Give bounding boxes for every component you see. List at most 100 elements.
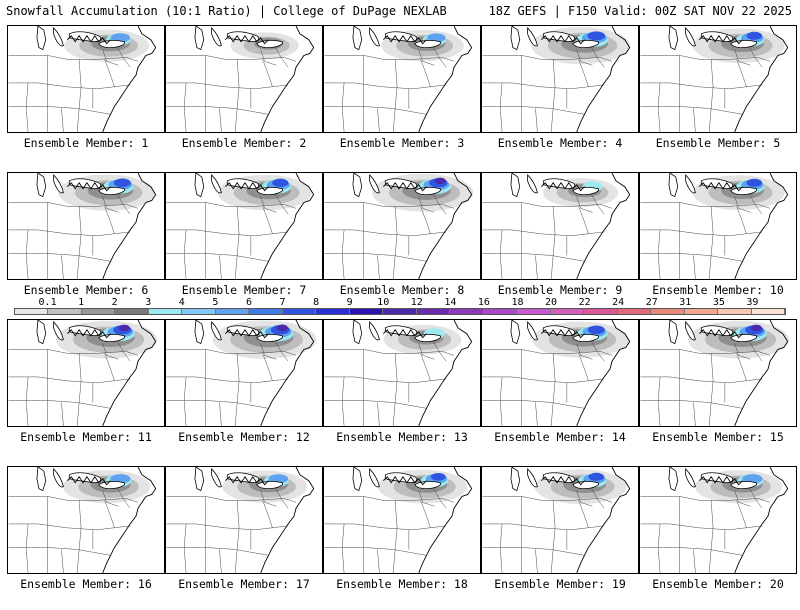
ensemble-member-label: Ensemble Member: 4: [497, 136, 623, 150]
legend-swatch: [48, 309, 82, 314]
snowfall-map: [481, 25, 639, 133]
ensemble-member-label: Ensemble Member: 9: [497, 283, 623, 297]
snowfall-map: [7, 319, 165, 427]
legend-tick-label: 39: [746, 297, 759, 308]
snowfall-map: [323, 172, 481, 280]
legend-swatch: [316, 309, 350, 314]
legend-tick-label: 9: [346, 297, 353, 308]
legend-tick-label: 24: [612, 297, 625, 308]
legend-tick-label: 14: [444, 297, 457, 308]
ensemble-member-label: Ensemble Member: 19: [494, 577, 626, 591]
legend-swatch: [550, 309, 585, 314]
legend-swatch: [483, 309, 518, 314]
header-title: Snowfall Accumulation (10:1 Ratio) | Col…: [6, 4, 447, 18]
legend-tick-label: 1: [78, 297, 85, 308]
ensemble-member-panel: Ensemble Member: 2: [165, 25, 323, 169]
ensemble-member-label: Ensemble Member: 3: [339, 136, 465, 150]
snowfall-map: [323, 466, 481, 574]
legend-tick-label: 16: [477, 297, 490, 308]
ensemble-member-panel: Ensemble Member: 9: [481, 172, 639, 316]
ensemble-member-panel: Ensemble Member: 4: [481, 25, 639, 169]
legend-tick-label: 3: [145, 297, 152, 308]
legend-swatch: [81, 309, 116, 314]
snowfall-map: [165, 172, 323, 280]
snowfall-map: [323, 25, 481, 133]
ensemble-member-panel: Ensemble Member: 14: [481, 319, 639, 463]
ensemble-member-label: Ensemble Member: 8: [339, 283, 465, 297]
ensemble-member-panel: Ensemble Member: 18: [323, 466, 481, 610]
legend-tick-label: 12: [410, 297, 423, 308]
snowfall-map: [481, 172, 639, 280]
legend-swatch: [15, 309, 49, 314]
ensemble-member-panel: Ensemble Member: 13: [323, 319, 481, 463]
legend-tick-label: 0.1: [38, 297, 57, 308]
ensemble-member-label: Ensemble Member: 2: [181, 136, 307, 150]
ensemble-member-panel: Ensemble Member: 12: [165, 319, 323, 463]
snowfall-map: [481, 466, 639, 574]
snowfall-map: [165, 319, 323, 427]
legend-swatch: [517, 309, 551, 314]
ensemble-member-panel: Ensemble Member: 16: [7, 466, 165, 610]
ensemble-member-panel: Ensemble Member: 6: [7, 172, 165, 316]
legend-tick-label: 2: [111, 297, 118, 308]
snowfall-map: [481, 319, 639, 427]
ensemble-member-label: Ensemble Member: 18: [336, 577, 468, 591]
ensemble-member-panel: Ensemble Member: 20: [639, 466, 797, 610]
legend-tick-label: 31: [679, 297, 692, 308]
legend-swatch: [416, 309, 451, 314]
legend-swatch: [751, 309, 786, 314]
legend-swatch: [450, 309, 484, 314]
ensemble-member-label: Ensemble Member: 16: [20, 577, 152, 591]
legend-swatch: [617, 309, 652, 314]
legend-tick-labels: 0.1 1 2 3 4 5 6 7 8 9 10 12 14 16 18 20 22 24 27 31 35 39: [14, 297, 786, 308]
snowfall-map: [639, 319, 797, 427]
legend-swatch: [282, 309, 317, 314]
legend-tick-label: 18: [511, 297, 524, 308]
legend-swatch: [718, 309, 752, 314]
snowfall-map: [639, 25, 797, 133]
snowfall-map: [639, 172, 797, 280]
ensemble-member-label: Ensemble Member: 14: [494, 430, 626, 444]
legend-swatch: [651, 309, 685, 314]
legend-swatch: [584, 309, 618, 314]
legend-tick-label: 10: [377, 297, 390, 308]
ensemble-member-panel: Ensemble Member: 11: [7, 319, 165, 463]
legend-swatch: [148, 309, 183, 314]
ensemble-member-panel: Ensemble Member: 10: [639, 172, 797, 316]
ensemble-member-panel: Ensemble Member: 5: [639, 25, 797, 169]
ensemble-member-panel: Ensemble Member: 3: [323, 25, 481, 169]
ensemble-member-panel: Ensemble Member: 7: [165, 172, 323, 316]
ensemble-member-panel: Ensemble Member: 19: [481, 466, 639, 610]
snowfall-map: [7, 466, 165, 574]
ensemble-member-label: Ensemble Member: 7: [181, 283, 307, 297]
color-legend: 0.1 1 2 3 4 5 6 7 8 9 10 12 14 16 18 20 22 24 27 31 35 39: [14, 297, 786, 317]
snowfall-map: [7, 25, 165, 133]
legend-tick-label: 20: [545, 297, 558, 308]
ensemble-member-label: Ensemble Member: 10: [652, 283, 784, 297]
ensemble-member-label: Ensemble Member: 6: [23, 283, 149, 297]
snowfall-map: [165, 466, 323, 574]
ensemble-member-label: Ensemble Member: 17: [178, 577, 310, 591]
ensemble-member-panel: Ensemble Member: 8: [323, 172, 481, 316]
ensemble-member-label: Ensemble Member: 1: [23, 136, 149, 150]
snowfall-map: [165, 25, 323, 133]
legend-swatch: [182, 309, 216, 314]
legend-swatch: [349, 309, 384, 314]
header-valid-time: 18Z GEFS | F150 Valid: 00Z SAT NOV 22 20…: [488, 4, 792, 18]
ensemble-member-panel: Ensemble Member: 15: [639, 319, 797, 463]
ensemble-member-label: Ensemble Member: 20: [652, 577, 784, 591]
legend-swatch: [249, 309, 283, 314]
ensemble-member-label: Ensemble Member: 12: [178, 430, 310, 444]
legend-swatch: [215, 309, 250, 314]
legend-tick-label: 35: [712, 297, 725, 308]
legend-tick-label: 7: [279, 297, 286, 308]
ensemble-member-panel: Ensemble Member: 17: [165, 466, 323, 610]
legend-tick-label: 8: [313, 297, 320, 308]
legend-tick-label: 4: [178, 297, 185, 308]
legend-swatch: [684, 309, 719, 314]
snowfall-map: [7, 172, 165, 280]
ensemble-member-label: Ensemble Member: 15: [652, 430, 784, 444]
legend-tick-label: 6: [245, 297, 252, 308]
ensemble-member-panel: Ensemble Member: 1: [7, 25, 165, 169]
